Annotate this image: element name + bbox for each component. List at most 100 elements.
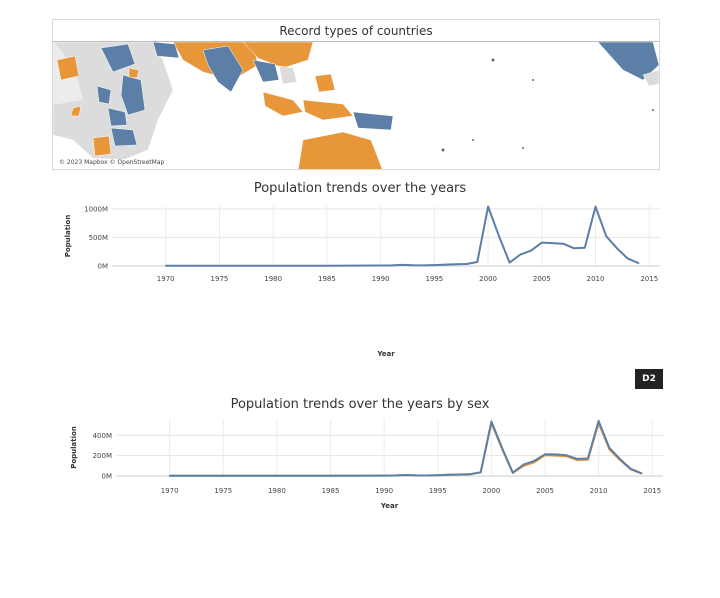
y-tick-label: 0M xyxy=(98,263,109,271)
data-point[interactable] xyxy=(379,264,382,267)
data-point[interactable] xyxy=(551,242,554,244)
data-point[interactable] xyxy=(476,261,479,263)
data-point[interactable] xyxy=(447,473,450,476)
y-axis-title: Population xyxy=(64,215,72,258)
x-tick-label: 1995 xyxy=(425,275,443,283)
data-point[interactable] xyxy=(637,262,640,264)
x-tick-label: 1995 xyxy=(429,487,447,495)
data-point[interactable] xyxy=(465,263,468,265)
data-point[interactable] xyxy=(415,474,418,477)
data-point[interactable] xyxy=(401,264,403,266)
data-point[interactable] xyxy=(436,474,439,476)
x-tick-label: 1980 xyxy=(264,275,282,283)
x-tick-label: 1980 xyxy=(268,487,286,495)
data-point[interactable] xyxy=(444,263,446,266)
data-point[interactable] xyxy=(587,457,589,460)
data-point[interactable] xyxy=(565,454,568,457)
x-tick-label: 1975 xyxy=(211,275,229,283)
data-point[interactable] xyxy=(168,474,171,477)
data-point[interactable] xyxy=(498,234,500,237)
x-tick-label: 2000 xyxy=(479,275,497,283)
data-point[interactable] xyxy=(544,453,546,456)
x-tick-label: 1970 xyxy=(157,275,175,283)
data-point[interactable] xyxy=(490,420,493,423)
x-tick-label: 1975 xyxy=(214,487,232,495)
y-tick-label: 500M xyxy=(89,234,108,242)
data-point[interactable] xyxy=(594,205,597,208)
data-point[interactable] xyxy=(164,264,167,267)
country-orange-6 xyxy=(262,91,304,117)
data-point[interactable] xyxy=(508,261,511,264)
country-blue-2 xyxy=(120,74,146,116)
world-map[interactable] xyxy=(53,20,660,170)
series-line-0[interactable] xyxy=(169,422,642,477)
country-blue-3 xyxy=(107,107,128,127)
data-point[interactable] xyxy=(426,474,428,477)
population-by-sex-chart[interactable]: 0M 200M 400M 1970 1975 1980 1985 1990 1995 2000 20… xyxy=(0,414,720,514)
land-central-america xyxy=(642,69,659,87)
data-point[interactable] xyxy=(501,447,503,449)
country-orange-china xyxy=(242,41,314,69)
data-point[interactable] xyxy=(533,460,536,462)
map-attribution[interactable]: © 2023 Mapbox © OpenStreetMap xyxy=(57,159,167,166)
country-blue-5 xyxy=(96,85,112,105)
data-point[interactable] xyxy=(458,473,461,476)
data-point[interactable] xyxy=(433,264,436,266)
data-point[interactable] xyxy=(541,241,543,244)
data-point[interactable] xyxy=(605,235,608,238)
country-orange-3 xyxy=(128,67,140,79)
series-line-0[interactable] xyxy=(165,205,639,267)
x-axis-title: Year xyxy=(380,502,399,510)
country-orange-4 xyxy=(70,105,82,117)
country-blue-7 xyxy=(252,59,280,83)
data-point[interactable] xyxy=(512,471,514,474)
data-point[interactable] xyxy=(422,264,425,267)
data-point[interactable] xyxy=(530,249,532,252)
y-tick-label: 200M xyxy=(93,452,112,460)
country-orange-1 xyxy=(56,55,80,81)
data-point[interactable] xyxy=(619,458,621,461)
data-point[interactable] xyxy=(573,247,575,250)
data-point[interactable] xyxy=(222,474,225,477)
data-point[interactable] xyxy=(562,242,565,245)
data-point[interactable] xyxy=(608,447,611,449)
chart2-title: Population trends over the years by sex xyxy=(230,397,490,412)
data-point[interactable] xyxy=(640,472,643,475)
dashboard-badge[interactable]: D2 xyxy=(635,369,663,389)
data-point[interactable] xyxy=(626,257,629,260)
population-chart[interactable]: 0M 500M 1000M 1970 1975 1980 1985 1990 1995 2000 2… xyxy=(0,198,720,362)
data-point[interactable] xyxy=(616,247,618,250)
data-point[interactable] xyxy=(576,458,578,460)
series-line-1[interactable] xyxy=(169,420,642,477)
data-point[interactable] xyxy=(383,474,385,477)
data-point[interactable] xyxy=(469,473,471,475)
data-point[interactable] xyxy=(554,453,557,456)
map-panel[interactable]: Record types of countries xyxy=(52,19,660,170)
data-point[interactable] xyxy=(522,463,525,466)
data-point[interactable] xyxy=(455,263,457,266)
data-point[interactable] xyxy=(412,264,414,267)
data-point[interactable] xyxy=(583,246,586,249)
x-tick-label: 2000 xyxy=(482,487,500,495)
data-point[interactable] xyxy=(404,474,407,476)
x-tick-label: 1990 xyxy=(372,275,390,283)
data-point[interactable] xyxy=(390,264,393,267)
map-title: Record types of countries xyxy=(53,20,659,42)
country-orange-7 xyxy=(302,99,354,121)
data-point[interactable] xyxy=(326,264,328,267)
data-point[interactable] xyxy=(597,420,600,422)
data-point[interactable] xyxy=(630,468,632,470)
data-point[interactable] xyxy=(276,474,278,477)
x-tick-label: 2005 xyxy=(536,487,554,495)
data-point[interactable] xyxy=(272,264,274,267)
data-point[interactable] xyxy=(329,474,332,477)
x-axis-title: Year xyxy=(376,350,395,358)
x-tick-label: 2005 xyxy=(533,275,551,283)
data-point[interactable] xyxy=(218,264,221,267)
country-orange-2 xyxy=(92,135,112,157)
data-point[interactable] xyxy=(487,205,489,208)
data-point[interactable] xyxy=(394,474,396,477)
country-blue-4 xyxy=(110,127,138,147)
data-point[interactable] xyxy=(519,253,522,256)
data-point[interactable] xyxy=(479,471,482,474)
